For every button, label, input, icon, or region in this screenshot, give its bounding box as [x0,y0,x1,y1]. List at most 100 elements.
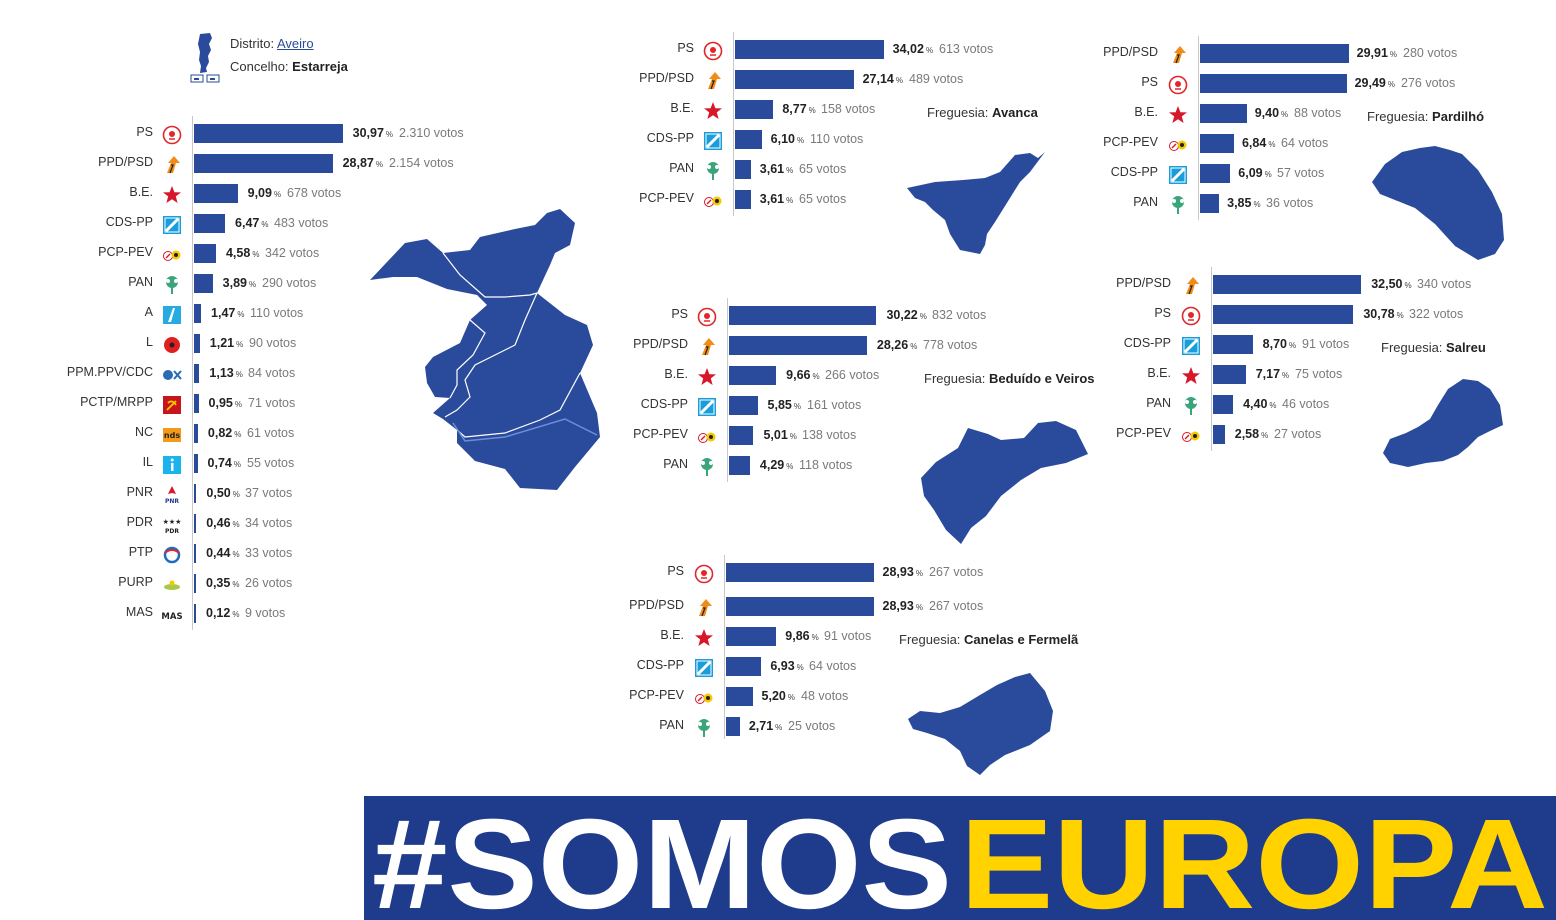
votes-label: 483 votos [274,216,329,230]
bar[interactable] [729,396,758,415]
map-concelho-estarreja[interactable] [365,205,605,495]
map-freguesia-canelas-fermela[interactable] [905,671,1057,777]
bar-row: PCP-PEV 3,61% 65 votos [0,188,846,218]
bar[interactable] [1213,275,1362,294]
party-label: PAN [1133,195,1158,209]
bar[interactable] [726,687,753,706]
bar[interactable] [1213,365,1246,384]
percent-label: 6,10% [770,132,805,146]
percent-label: 28,93% [882,599,923,613]
party-label: PAN [128,275,153,289]
bar[interactable] [726,657,762,676]
votes-label: 678 votos [287,186,342,200]
votes-label: 55 votos [247,456,295,470]
bar[interactable] [726,717,740,736]
bar[interactable] [726,597,874,616]
pan-tree-icon [694,718,714,738]
bar[interactable] [1200,104,1247,123]
map-freguesia-avanca[interactable] [905,150,1050,256]
bar[interactable] [194,574,196,593]
district-link[interactable]: Aveiro [276,36,314,51]
map-freguesia-pardilho[interactable] [1370,142,1506,262]
bar[interactable] [194,484,197,503]
council-line: Concelho: Estarreja [230,59,348,74]
bar-row: PS 34,02% 613 votos [0,38,993,68]
bar[interactable] [1213,395,1234,414]
bar[interactable] [726,563,874,582]
bar[interactable] [729,366,777,385]
bar[interactable] [735,70,854,89]
bar[interactable] [194,274,213,293]
bar[interactable] [729,336,867,355]
bar-row: PCP-PEV 5,20% 48 votos [0,685,848,715]
bar[interactable] [1200,134,1234,153]
votes-label: 832 votos [932,308,987,322]
map-freguesia-beduido-veiros[interactable] [916,418,1092,548]
bar[interactable] [194,124,343,143]
bar-row: B.E. 9,86% 91 votos [0,625,871,655]
percent-label: 3,61% [759,162,794,176]
bar[interactable] [194,214,226,233]
freguesia-label-avanca: Freguesia: Avanca [927,105,1038,120]
bar[interactable] [1200,44,1349,63]
party-label: PS [1154,306,1171,320]
bar[interactable] [729,456,750,475]
bar[interactable] [194,394,199,413]
votes-label: 57 votos [1277,166,1325,180]
cds-square-icon [1168,165,1188,185]
votes-label: 266 votos [825,368,880,382]
bar[interactable] [726,627,777,646]
bar[interactable] [1213,335,1253,354]
map-freguesia-salreu[interactable] [1378,375,1506,469]
psd-arrow-icon [162,155,182,175]
banner-europa: EUROPA [960,796,1548,920]
bar[interactable] [1200,194,1220,213]
percent-label: 2,71% [748,719,783,733]
livre-poppy-icon [162,335,182,355]
bar-row: CDS-PP 6,10% 110 votos [0,128,863,158]
party-label: PCTP/MRPP [80,395,153,409]
bar[interactable] [194,364,200,383]
bar[interactable] [194,244,216,263]
bar[interactable] [729,306,877,325]
percent-label: 5,01% [763,428,797,442]
be-star-icon [703,101,723,121]
bar-row: PAN 3,61% 65 votos [0,158,846,188]
percent-label: 1,47% [211,306,245,320]
bar[interactable] [194,514,197,533]
chart-axis-line [724,555,725,739]
bar[interactable] [194,454,198,473]
freguesia-label-canelas: Freguesia: Canelas e Fermelã [899,632,1079,647]
percent-label: 0,46% [206,516,240,530]
percent-label: 8,70% [1262,337,1297,351]
bar[interactable] [735,190,751,209]
bar[interactable] [1213,305,1354,324]
bar[interactable] [735,160,751,179]
bar[interactable] [194,604,196,623]
bar[interactable] [1213,425,1225,444]
bar[interactable] [1200,164,1231,183]
party-label: PCP-PEV [639,191,694,205]
party-label: CDS-PP [1110,165,1158,179]
bar[interactable] [735,130,762,149]
party-label: B.E. [129,185,153,199]
bar[interactable] [735,40,884,59]
bar[interactable] [194,184,238,203]
bar-row: PPD/PSD 32,50% 340 votos [0,273,1471,303]
chart-axis-line [727,298,728,482]
bar-row: PS 28,93% 267 votos [0,561,983,591]
bar[interactable] [194,544,197,563]
bar[interactable] [729,426,754,445]
bar[interactable] [735,100,774,119]
votes-label: 613 votos [939,42,994,56]
nds-icon: nds [162,425,182,445]
bar[interactable] [194,154,333,173]
party-label: PCP-PEV [633,427,688,441]
bar[interactable] [194,424,198,443]
bar[interactable] [194,334,200,353]
basta-icon [162,365,182,385]
party-label: PDR [126,515,153,529]
bar[interactable] [1200,74,1347,93]
council-value: Estarreja [292,59,348,74]
bar[interactable] [194,304,202,323]
